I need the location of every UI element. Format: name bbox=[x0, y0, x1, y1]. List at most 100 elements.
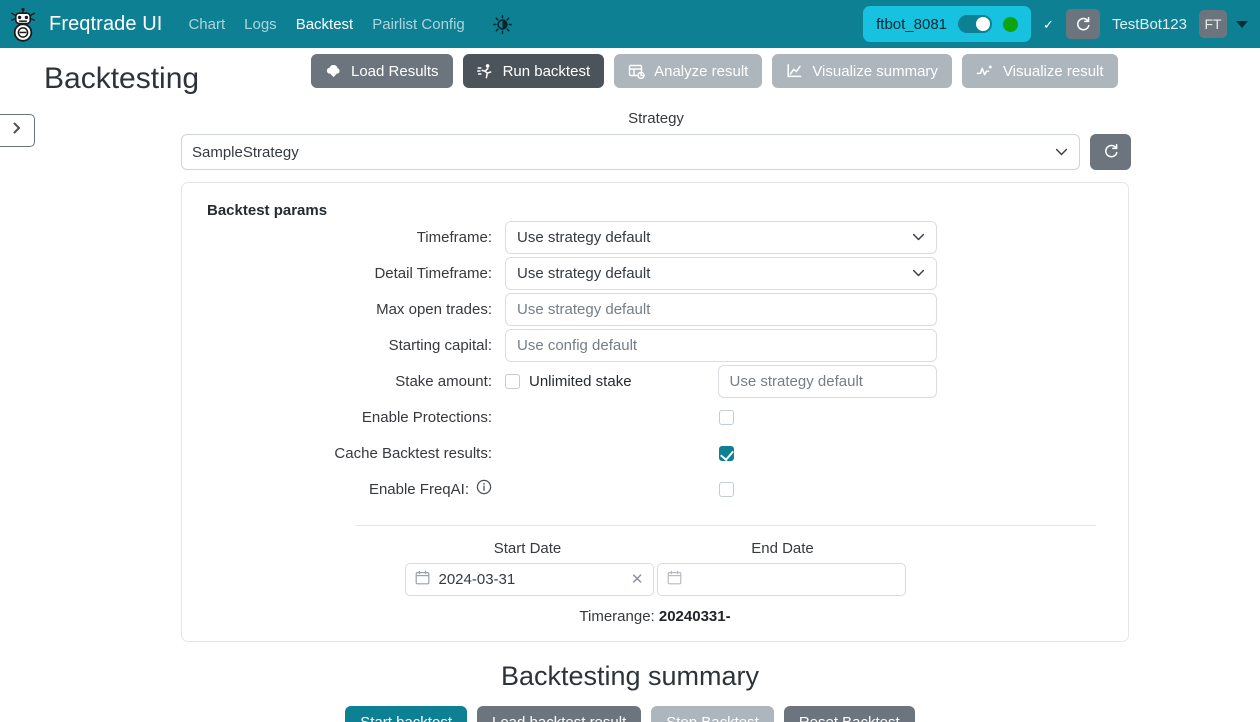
page-title: Backtesting bbox=[44, 62, 200, 95]
page-header: Backtesting bbox=[0, 48, 1260, 100]
row-timeframe: Timeframe: Use strategy default bbox=[198, 219, 1112, 255]
bot-enabled-toggle[interactable] bbox=[958, 15, 993, 33]
start-backtest-button[interactable]: Start backtest bbox=[345, 706, 467, 722]
brand-title: Freqtrade UI bbox=[49, 12, 163, 35]
end-date-label: End Date bbox=[751, 540, 814, 557]
visualize-summary-button[interactable]: Visualize summary bbox=[772, 54, 952, 88]
start-date-input[interactable]: 2024-03-31 ✕ bbox=[404, 563, 654, 596]
table-clock-icon bbox=[628, 63, 645, 79]
username-label[interactable]: TestBot123 bbox=[1111, 15, 1187, 33]
chevron-down-icon bbox=[912, 229, 925, 246]
chevron-right-icon bbox=[11, 121, 23, 140]
run-backtest-label: Run backtest bbox=[502, 62, 591, 80]
stake-amount-input[interactable] bbox=[717, 364, 937, 398]
enable-freqai-checkbox[interactable] bbox=[719, 481, 734, 497]
start-date-value: 2024-03-31 bbox=[438, 571, 516, 588]
run-backtest-button[interactable]: Run backtest bbox=[462, 54, 605, 88]
visualize-result-label: Visualize result bbox=[1002, 62, 1104, 80]
running-person-icon bbox=[476, 63, 494, 80]
strategy-label: Strategy bbox=[628, 110, 684, 127]
card-title: Backtest params bbox=[207, 202, 328, 219]
enable-freqai-label: Enable FreqAI: bbox=[198, 479, 505, 499]
row-enable-freqai: Enable FreqAI: bbox=[198, 471, 1112, 507]
enable-freqai-text: Enable FreqAI: bbox=[368, 480, 469, 498]
activity-pulse-icon bbox=[976, 63, 994, 79]
brightness-contrast-icon[interactable] bbox=[492, 13, 514, 35]
start-date-label: Start Date bbox=[493, 540, 562, 557]
analyze-result-button[interactable]: Analyze result bbox=[614, 54, 763, 88]
refresh-icon[interactable] bbox=[1065, 9, 1100, 39]
cloud-download-icon bbox=[325, 64, 342, 79]
caret-down-icon[interactable] bbox=[1236, 20, 1248, 28]
analyze-result-label: Analyze result bbox=[654, 62, 749, 80]
timeframe-select[interactable]: Use strategy default bbox=[505, 220, 937, 254]
unlimited-stake-checkbox[interactable] bbox=[505, 373, 520, 389]
chevron-down-icon bbox=[912, 265, 925, 282]
row-detail-timeframe: Detail Timeframe: Use strategy default bbox=[198, 255, 1112, 291]
cache-results-checkbox[interactable] bbox=[719, 445, 734, 461]
nav-link-pairlist-config[interactable]: Pairlist Config bbox=[372, 15, 465, 33]
nav-link-logs[interactable]: Logs bbox=[244, 15, 277, 33]
divider bbox=[356, 525, 1096, 526]
refresh-icon bbox=[1103, 143, 1119, 162]
summary-actions: Start backtest Load backtest result Stop… bbox=[0, 706, 1260, 722]
navbar: Freqtrade UI Chart Logs Backtest Pairlis… bbox=[0, 0, 1260, 48]
reload-strategy-button[interactable] bbox=[1090, 134, 1131, 170]
date-range-section: Start Date End Date 2024-03-31 ✕ bbox=[198, 540, 1112, 625]
detail-timeframe-label: Detail Timeframe: bbox=[374, 264, 492, 282]
strategy-row: SampleStrategy bbox=[181, 134, 1131, 170]
nav-links: Chart Logs Backtest Pairlist Config bbox=[188, 13, 513, 35]
load-results-button[interactable]: Load Results bbox=[311, 54, 453, 88]
backtest-params-card: Backtest params Timeframe: Use strategy … bbox=[181, 182, 1129, 642]
bot-name: ftbot_8081 bbox=[876, 15, 948, 33]
robot-logo-icon bbox=[6, 5, 40, 43]
status-badge bbox=[1003, 16, 1019, 32]
detail-timeframe-select[interactable]: Use strategy default bbox=[505, 256, 937, 290]
navbar-right: ftbot_8081 ✓ TestBot123 FT bbox=[863, 6, 1248, 42]
stop-backtest-button[interactable]: Stop Backtest bbox=[651, 706, 774, 722]
end-date-input[interactable] bbox=[656, 563, 906, 596]
timerange-value: 20240331- bbox=[658, 608, 731, 625]
line-chart-icon bbox=[786, 63, 803, 79]
starting-capital-input[interactable] bbox=[505, 328, 937, 362]
strategy-section: Strategy SampleStrategy bbox=[0, 110, 1260, 170]
sidebar-toggle-button[interactable] bbox=[0, 114, 35, 147]
load-results-label: Load Results bbox=[351, 62, 439, 80]
backtesting-summary-title: Backtesting summary bbox=[500, 661, 760, 691]
calendar-icon bbox=[415, 570, 430, 589]
bot-selector[interactable]: ftbot_8081 bbox=[863, 6, 1032, 42]
stake-amount-label: Stake amount: bbox=[395, 372, 492, 390]
enable-protections-checkbox[interactable] bbox=[719, 409, 734, 425]
timeframe-value: Use strategy default bbox=[517, 228, 651, 246]
avatar[interactable]: FT bbox=[1199, 10, 1227, 38]
chevron-down-icon bbox=[1055, 144, 1068, 161]
timerange-label: Timerange: bbox=[579, 608, 655, 625]
max-open-trades-input[interactable] bbox=[505, 292, 937, 326]
unlimited-stake-label: Unlimited stake bbox=[529, 372, 632, 390]
load-backtest-result-button[interactable]: Load backtest result bbox=[477, 706, 642, 722]
cache-results-label: Cache Backtest results: bbox=[334, 444, 492, 462]
clear-x-icon[interactable]: ✕ bbox=[630, 571, 644, 588]
visualize-summary-label: Visualize summary bbox=[812, 62, 938, 80]
row-enable-protections: Enable Protections: bbox=[198, 399, 1112, 435]
max-open-trades-label: Max open trades: bbox=[376, 300, 492, 318]
timerange-display: Timerange: 20240331- bbox=[198, 608, 1112, 625]
info-circle-icon[interactable] bbox=[476, 479, 492, 499]
timeframe-label: Timeframe: bbox=[416, 228, 492, 246]
brand[interactable]: Freqtrade UI bbox=[6, 5, 162, 43]
enable-protections-label: Enable Protections: bbox=[361, 408, 492, 426]
starting-capital-label: Starting capital: bbox=[388, 336, 492, 354]
calendar-icon bbox=[667, 570, 682, 589]
row-starting-capital: Starting capital: bbox=[198, 327, 1112, 363]
row-max-open-trades: Max open trades: bbox=[198, 291, 1112, 327]
nav-link-chart[interactable]: Chart bbox=[188, 15, 226, 33]
row-cache-results: Cache Backtest results: bbox=[198, 435, 1112, 471]
strategy-selected-value: SampleStrategy bbox=[192, 143, 299, 161]
nav-link-backtest[interactable]: Backtest bbox=[295, 15, 354, 33]
check-icon[interactable]: ✓ bbox=[1043, 16, 1054, 32]
reset-backtest-button[interactable]: Reset Backtest bbox=[783, 706, 915, 722]
visualize-result-button[interactable]: Visualize result bbox=[961, 54, 1118, 88]
detail-timeframe-value: Use strategy default bbox=[517, 264, 651, 282]
row-stake-amount: Stake amount: Unlimited stake bbox=[198, 363, 1112, 399]
strategy-select[interactable]: SampleStrategy bbox=[181, 134, 1080, 170]
